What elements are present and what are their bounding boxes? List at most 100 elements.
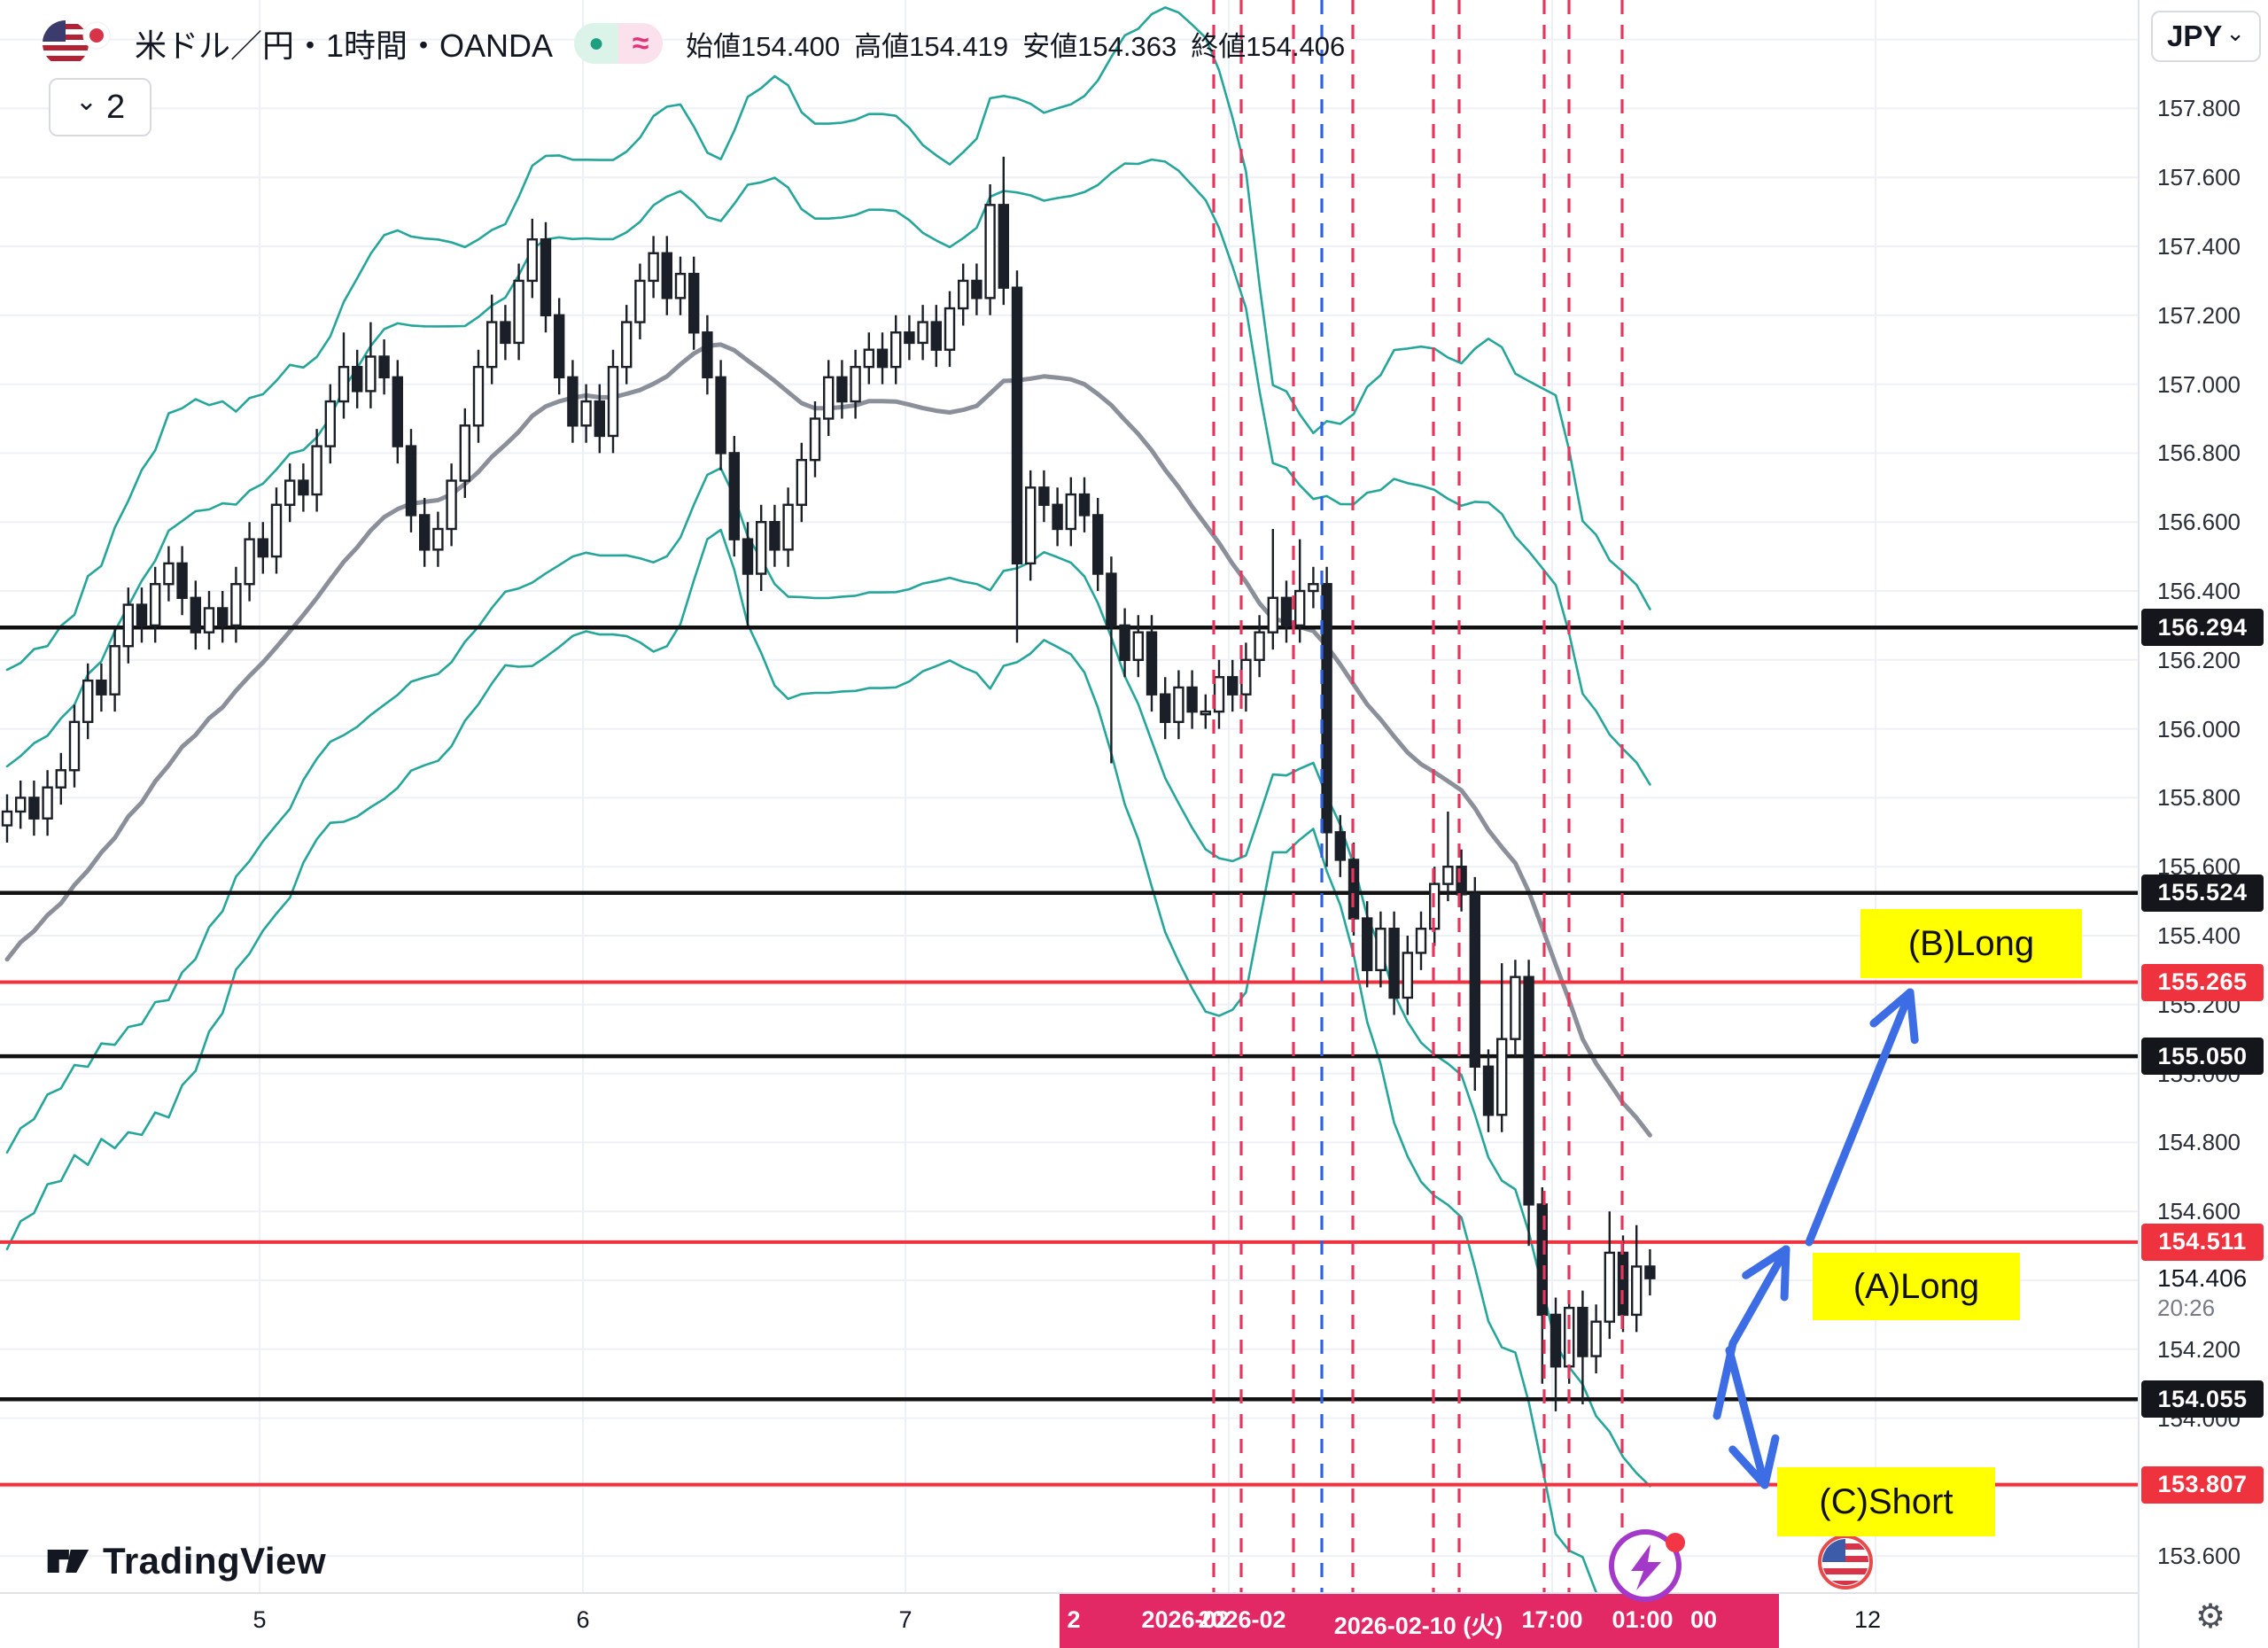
candle-bullish [1590, 1320, 1602, 1357]
ohlc-item: 高値154.419 [854, 30, 1009, 62]
axis-settings-gear-icon[interactable]: ⚙ [2195, 1598, 2226, 1636]
highlighted-date-range[interactable]: 2 2026-02 2026-02 2026-02-10 (火) 17:00 01:00 0… [1060, 1594, 1779, 1648]
flash-events-icon[interactable] [1599, 1520, 1697, 1613]
indicator-count: 2 [106, 88, 126, 126]
candle-bearish [352, 365, 363, 393]
candle-bearish [594, 400, 605, 438]
candle-bearish [1038, 486, 1050, 506]
arrow-a-long[interactable] [1713, 1245, 1790, 1420]
price-tick-label: 156.200 [2157, 646, 2241, 673]
price-level-badge[interactable]: 153.807 [2141, 1465, 2264, 1504]
time-tick-label: 6 [576, 1606, 590, 1633]
price-tick-label: 156.800 [2157, 439, 2241, 467]
price-level-badge[interactable]: 155.265 [2141, 963, 2264, 1001]
arrow-c-short-head [1728, 1445, 1769, 1489]
candle-bearish [1469, 893, 1481, 1069]
candle-bearish [28, 797, 40, 820]
candle-bullish [1630, 1265, 1643, 1317]
market-status-pill[interactable]: ● ≈ [574, 23, 664, 64]
candle-bearish [1011, 286, 1023, 565]
highlight-time-label: 01:00 [1612, 1606, 1674, 1633]
candle-bearish [742, 538, 754, 575]
candle-bearish [1226, 676, 1239, 696]
candle-bearish [715, 376, 726, 455]
candle-bearish [1577, 1306, 1588, 1357]
chevron-down-icon: ⌄ [2225, 19, 2245, 46]
candle-bullish [338, 365, 350, 403]
candle-bearish [500, 321, 511, 345]
price-tick-label: 155.800 [2157, 784, 2241, 812]
candle-bullish [230, 583, 242, 627]
candle-bullish [311, 445, 322, 496]
highlight-time-label: 2026-02 [1198, 1606, 1286, 1633]
price-level-badge[interactable]: 155.524 [2141, 874, 2264, 912]
currency-dropdown[interactable]: JPY ⌄ [2151, 11, 2261, 62]
arrow-b-long[interactable] [1805, 988, 1915, 1247]
candle-bullish [109, 645, 120, 696]
candle-bullish [782, 503, 794, 551]
candle-bullish [149, 583, 161, 627]
highlight-time-label: 2026-02-10 (火) [1333, 1613, 1503, 1639]
annotation-a-long: (A)Long [1813, 1253, 2020, 1320]
candle-bullish [850, 365, 861, 403]
candle-bearish [567, 376, 579, 427]
candle-bearish [298, 479, 309, 496]
ohlc-values: 始値154.400 高値154.419 安値154.363 終値154.406 [686, 24, 1345, 64]
candle-bearish [876, 348, 889, 369]
annotation-c-short: (C)Short [1777, 1467, 1995, 1536]
price-level-badge[interactable]: 156.294 [2141, 609, 2264, 647]
time-axis[interactable]: 2 2026-02 2026-02 2026-02-10 (火) 17:00 01:00 0… [0, 1592, 2268, 1648]
candle-bullish [1402, 952, 1414, 999]
arrow-b-long-head [1906, 988, 1919, 1045]
candle-bearish [769, 521, 781, 551]
candle-bullish [68, 720, 81, 772]
candle-bullish [472, 365, 485, 427]
arrow-c-short[interactable] [1725, 1346, 1769, 1489]
price-level-badge[interactable]: 154.055 [2141, 1380, 2264, 1419]
price-level-badge[interactable]: 154.511 [2141, 1223, 2264, 1261]
chart-legend: 米ドル／円・1時間・OANDA ● ≈ 始値154.400 高値154.419 安値… [41, 16, 1345, 71]
highlight-time-label: 17:00 [1521, 1606, 1583, 1633]
highlight-time-label: 00 [1689, 1606, 1718, 1633]
candle-bullish [15, 797, 27, 813]
price-tick-label: 154.200 [2157, 1335, 2241, 1363]
candle-bullish [944, 307, 956, 351]
annotation-b-long: (B)Long [1860, 909, 2082, 978]
candle-bearish [1186, 686, 1198, 713]
candle-bullish [823, 376, 835, 420]
price-tick-label: 157.000 [2157, 370, 2241, 398]
candle-bearish [405, 445, 417, 517]
candle-bearish [971, 279, 983, 299]
tradingview-logo[interactable]: TradingView [44, 1538, 326, 1584]
price-tick-label: 157.400 [2157, 233, 2241, 260]
candle-bearish [540, 238, 552, 317]
candle-bearish [136, 603, 148, 627]
candle-bullish [122, 603, 135, 648]
candle-bullish [1213, 676, 1225, 713]
price-axis[interactable]: 157.800 157.600 157.400 157.200 157.000 156.8… [2138, 0, 2268, 1648]
candle-bearish [998, 204, 1010, 289]
candle-bearish [1388, 928, 1400, 999]
price-tick-label: 153.600 [2157, 1543, 2241, 1570]
indicators-collapse-button[interactable]: ⌄ 2 [49, 78, 151, 136]
candle-bullish [1293, 589, 1306, 627]
candle-bearish [1106, 572, 1117, 627]
symbol-title[interactable]: 米ドル／円・1時間・OANDA [135, 27, 554, 64]
candle-bearish [1052, 503, 1063, 531]
price-tick-label: 157.800 [2157, 95, 2241, 122]
candle-bearish [688, 272, 700, 334]
candle-bullish [284, 479, 296, 506]
chart-body[interactable] [0, 0, 2138, 1648]
price-tick-label: 157.200 [2157, 301, 2241, 329]
candle-bearish [96, 679, 107, 696]
us-flag-event-icon[interactable] [1814, 1531, 1876, 1593]
time-tick-label: 5 [252, 1606, 267, 1633]
highlight-time-label: 2026-02 [1141, 1606, 1230, 1633]
candle-bearish [1321, 583, 1332, 834]
candle-bearish [216, 607, 229, 627]
candle-bullish [957, 279, 969, 310]
price-tick-label: 157.600 [2157, 164, 2241, 191]
price-level-badge[interactable]: 155.050 [2141, 1038, 2264, 1076]
